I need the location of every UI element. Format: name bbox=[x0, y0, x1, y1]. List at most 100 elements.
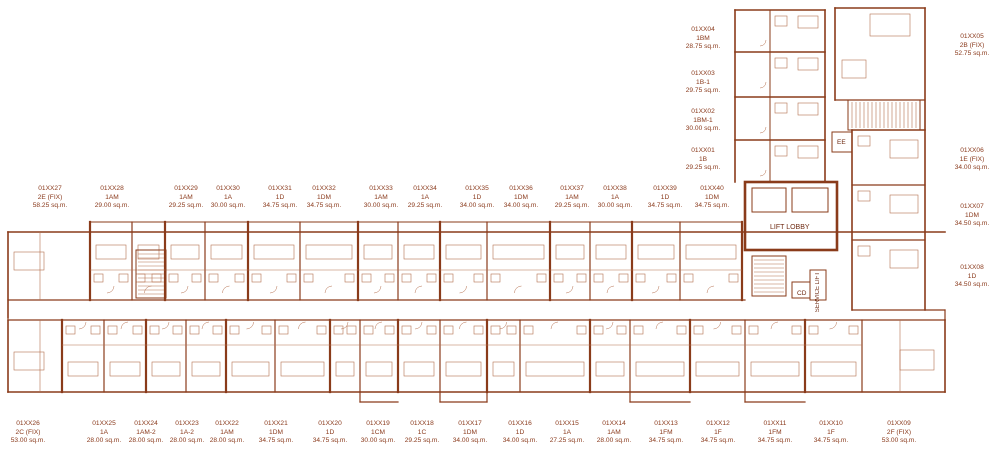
basin-fixture bbox=[149, 325, 160, 335]
unit-label-01xx34: 01XX34 1A 29.25 sq.m. bbox=[407, 185, 443, 210]
toilet-fixture bbox=[666, 273, 677, 283]
basin-fixture bbox=[65, 325, 76, 335]
toilet-fixture bbox=[261, 325, 272, 335]
door-swing-top bbox=[706, 285, 715, 294]
bed-fixture bbox=[137, 244, 160, 260]
toilet-fixture bbox=[576, 325, 587, 335]
unit-label-01xx12: 01XX12 1F 34.75 sq.m. bbox=[700, 420, 736, 445]
toilet-fixture bbox=[616, 325, 627, 335]
door-swing-bottom bbox=[414, 321, 423, 330]
bed-fixture bbox=[109, 361, 141, 377]
bath-fixture bbox=[774, 15, 788, 27]
basin-fixture bbox=[189, 325, 200, 335]
unit-label-01xx16: 01XX16 1D 34.00 sq.m. bbox=[502, 420, 538, 445]
basin-fixture bbox=[523, 325, 534, 335]
bed-fixture bbox=[445, 361, 482, 377]
unit-label-01xx19: 01XX19 1CM 30.00 sq.m. bbox=[360, 420, 396, 445]
bed-fixture bbox=[797, 145, 819, 159]
door-swing-bottom bbox=[605, 321, 614, 330]
bed-fixture bbox=[635, 361, 685, 377]
lift-lobby-box bbox=[743, 180, 839, 252]
basin-fixture bbox=[401, 273, 412, 283]
toilet-fixture bbox=[344, 273, 355, 283]
basin-fixture bbox=[443, 273, 454, 283]
unit-label-01xx38: 01XX38 1A 30.00 sq.m. bbox=[597, 185, 633, 210]
stair-core-right bbox=[751, 255, 787, 297]
basin-fixture bbox=[208, 273, 219, 283]
toilet-fixture bbox=[90, 325, 101, 335]
lift-lobby-label: LIFT LOBBY bbox=[770, 224, 810, 231]
unit-label-01xx35: 01XX35 1D 34.00 sq.m. bbox=[459, 185, 495, 210]
bed-fixture bbox=[889, 249, 919, 269]
basin-fixture bbox=[168, 273, 179, 283]
unit-label-01xx30: 01XX30 1A 30.00 sq.m. bbox=[210, 185, 246, 210]
unit-label-01xx18: 01XX18 1C 29.25 sq.m. bbox=[404, 420, 440, 445]
bed-fixture-2e bbox=[13, 251, 45, 271]
door-swing-top bbox=[606, 285, 615, 294]
unit-label-01xx37: 01XX37 1AM 29.25 sq.m. bbox=[554, 185, 590, 210]
bed-fixture bbox=[403, 244, 435, 260]
basin-fixture bbox=[333, 325, 344, 335]
bed-fixture bbox=[685, 244, 737, 260]
bed-fixture bbox=[810, 361, 857, 377]
bed-fixture bbox=[253, 244, 295, 260]
unit-label-01xx33: 01XX33 1AM 30.00 sq.m. bbox=[363, 185, 399, 210]
door-swing-top bbox=[269, 285, 278, 294]
unit-label-01xx17: 01XX17 1DM 34.00 sq.m. bbox=[452, 420, 488, 445]
unit-label-01xx02: 01XX02 1BM-1 30.00 sq.m. bbox=[685, 108, 721, 133]
door-swing-bottom bbox=[770, 321, 779, 330]
bed-fixture bbox=[595, 244, 627, 260]
basin-fixture bbox=[490, 325, 501, 335]
bed-fixture bbox=[797, 102, 819, 116]
door-swing-top bbox=[459, 285, 467, 294]
door-swing-bottom bbox=[550, 321, 559, 330]
service-lift-label: SERVICE LIFT bbox=[815, 272, 821, 313]
bed-fixture bbox=[595, 361, 625, 377]
door-swing-top bbox=[106, 285, 115, 294]
bed-fixture bbox=[170, 244, 200, 260]
stair-core-left bbox=[135, 249, 167, 299]
unit-label-01xx21: 01XX21 1DM 34.75 sq.m. bbox=[258, 420, 294, 445]
door-swing-bottom bbox=[499, 321, 507, 330]
door-swing-top bbox=[324, 285, 333, 294]
unit-label-01xx29: 01XX29 1AM 29.25 sq.m. bbox=[168, 185, 204, 210]
toilet-fixture bbox=[731, 325, 742, 335]
unit-label-01xx01: 01XX01 1B 29.25 sq.m. bbox=[685, 147, 721, 172]
bed-fixture bbox=[445, 244, 482, 260]
basin-fixture bbox=[490, 273, 501, 283]
door-swing-tower bbox=[759, 39, 767, 47]
toilet-fixture bbox=[234, 273, 245, 283]
bed-fixture bbox=[95, 244, 127, 260]
door-swing-bottom bbox=[78, 321, 87, 330]
bed-fixture bbox=[403, 361, 435, 377]
basin-fixture bbox=[633, 325, 644, 335]
door-swing-bottom bbox=[246, 321, 254, 330]
unit-label-01xx26: 01XX26 2C (FIX) 53.00 sq.m. bbox=[10, 420, 46, 445]
door-swing-top bbox=[514, 285, 522, 294]
toilet-fixture bbox=[212, 325, 223, 335]
toilet-fixture bbox=[384, 325, 395, 335]
bed-fixture bbox=[797, 57, 819, 71]
unit-label-01xx32: 01XX32 1DM 34.75 sq.m. bbox=[306, 185, 342, 210]
basin-fixture bbox=[593, 273, 604, 283]
toilet-fixture bbox=[118, 273, 129, 283]
basin-fixture bbox=[278, 325, 289, 335]
door-swing-bottom bbox=[340, 321, 349, 330]
toilet-fixture bbox=[676, 325, 687, 335]
toilet-fixture bbox=[191, 273, 202, 283]
unit-label-01xx07: 01XX07 1DM 34.50 sq.m. bbox=[954, 203, 990, 228]
bath-fixture bbox=[774, 145, 788, 157]
bed-fixture bbox=[797, 15, 819, 29]
toilet-fixture bbox=[576, 273, 587, 283]
basin-fixture bbox=[443, 325, 454, 335]
basin-fixture bbox=[808, 325, 819, 335]
door-swing-bottom bbox=[459, 321, 467, 330]
unit-label-01xx09: 01XX09 2F (FIX) 53.00 sq.m. bbox=[881, 420, 917, 445]
unit-label-01xx03: 01XX03 1B-1 29.75 sq.m. bbox=[685, 70, 721, 95]
door-swing-top bbox=[565, 285, 574, 294]
bath-fixture bbox=[774, 57, 788, 69]
door-swing-top bbox=[180, 285, 189, 294]
bed-fixture bbox=[210, 244, 243, 260]
bed-fixture bbox=[335, 361, 355, 377]
